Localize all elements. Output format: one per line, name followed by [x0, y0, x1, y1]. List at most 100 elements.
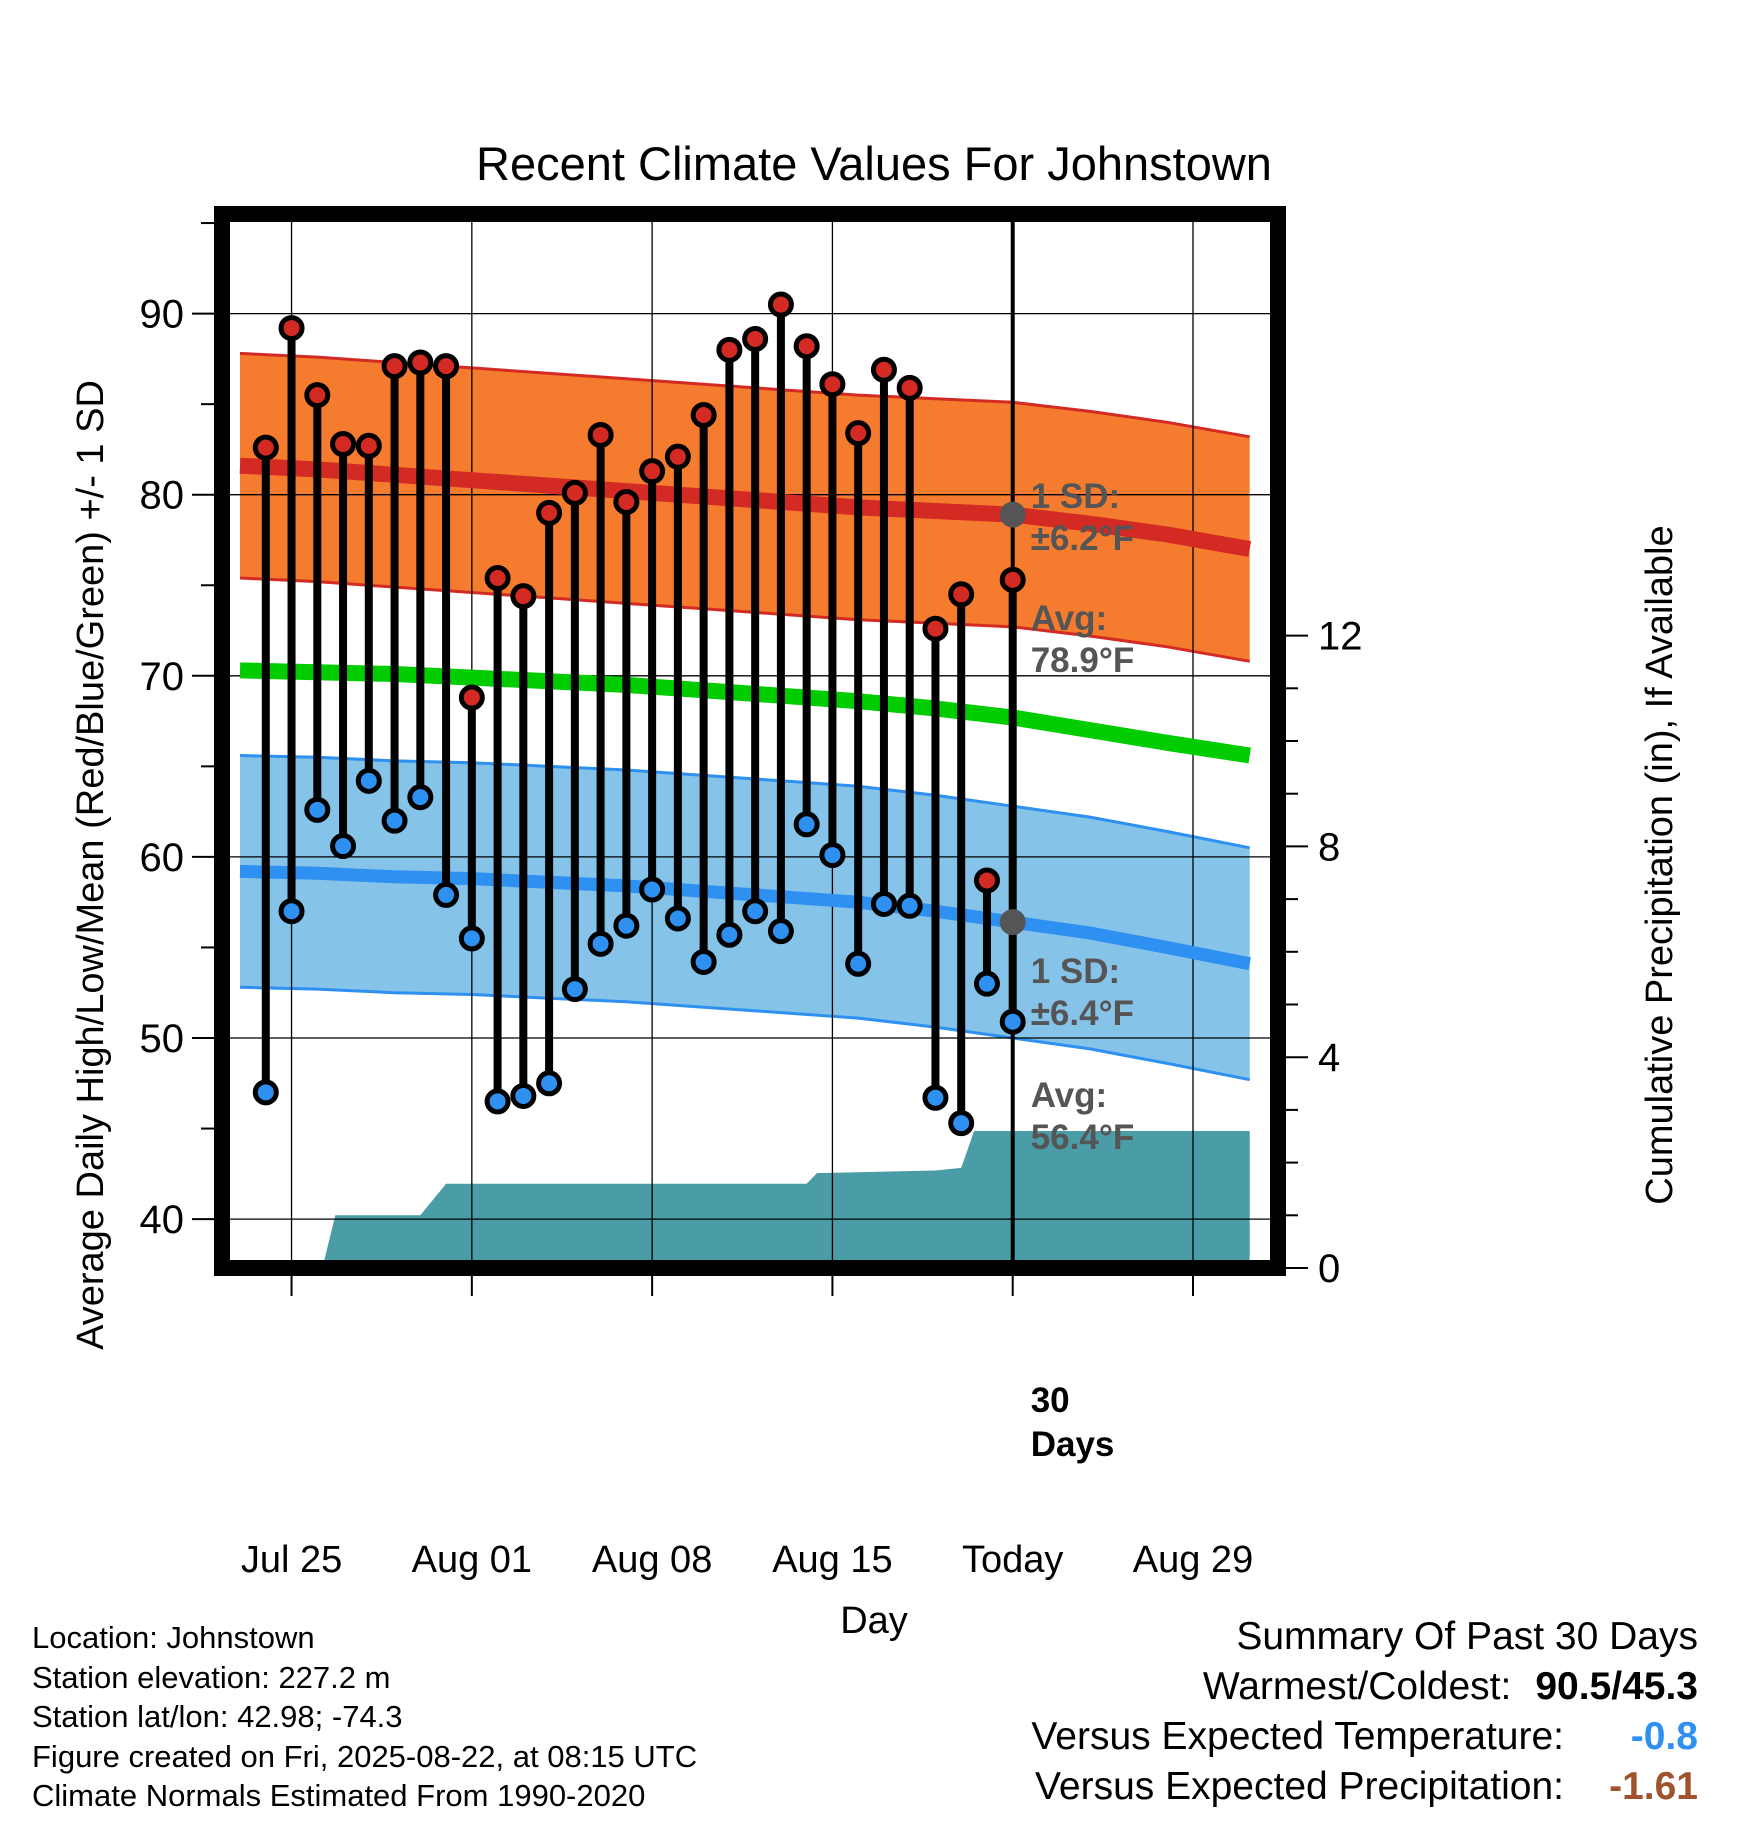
high-point-day-8 — [433, 353, 460, 380]
low-point-day-18 — [690, 948, 717, 975]
low-point-day-1 — [252, 1079, 279, 1106]
low-point-day-14 — [587, 930, 614, 957]
low-point-day-6 — [381, 807, 408, 834]
high-point-day-15 — [613, 488, 640, 515]
daily-markers — [252, 291, 1026, 1137]
precip-label: Versus Expected Precipitation: — [1035, 1765, 1564, 1808]
low-sd-annotation-line1: 1 SD: — [1031, 952, 1120, 991]
low-sd-annotation-line2: ±6.4°F — [1031, 994, 1134, 1033]
x-tick-label-30: Today — [962, 1539, 1063, 1581]
mean-avg-line — [239, 662, 1251, 764]
low-point-day-20 — [742, 898, 769, 925]
low-point-day-27 — [922, 1084, 949, 1111]
low-point-day-10 — [484, 1088, 511, 1115]
y-tick-label-40: 40 — [140, 1198, 185, 1242]
plot-frame — [214, 206, 1286, 1276]
low-point-day-4 — [330, 833, 357, 860]
low-point-day-2 — [278, 898, 305, 925]
chart-title: Recent Climate Values For Johnstown — [476, 137, 1272, 190]
precipitation-area — [322, 1131, 1250, 1268]
summary-temp: Versus Expected Temperature: -0.8 — [1031, 1712, 1698, 1762]
high-point-day-6 — [381, 353, 408, 380]
high-point-day-3 — [304, 382, 331, 409]
high-point-day-12 — [536, 499, 563, 526]
station-info: Location: Johnstown Station elevation: 2… — [32, 1618, 697, 1816]
low-point-day-9 — [458, 925, 485, 952]
high-point-day-17 — [664, 443, 691, 470]
low-point-day-12 — [536, 1070, 563, 1097]
axes: 40 50 60 70 80 90 0 4 8 12 Jul 25 Aug 01 Aug 08 Aug 1… — [140, 222, 1363, 1581]
high-point-day-30 — [999, 566, 1026, 593]
high-sd-annotation-line1: 1 SD: — [1031, 477, 1120, 516]
precip-area — [322, 1131, 1250, 1268]
x-tick-label-9: Aug 01 — [412, 1539, 532, 1581]
x-axis-label: Day — [840, 1600, 908, 1642]
low-point-day-23 — [819, 842, 846, 869]
high-point-day-4 — [330, 430, 357, 457]
daily-stems — [261, 304, 1017, 1124]
low-point-day-28 — [948, 1110, 975, 1137]
high-sd-band-lower-edge — [239, 576, 1250, 663]
info-location: Location: Johnstown — [32, 1620, 315, 1655]
temp-label: Versus Expected Temperature: — [1031, 1715, 1564, 1758]
high-point-day-16 — [639, 458, 666, 485]
x-tick-label-23: Aug 15 — [772, 1539, 892, 1581]
today-low-normal-marker — [999, 909, 1026, 936]
plot-border — [214, 206, 1286, 1276]
low-avg-line — [239, 864, 1251, 971]
high-point-day-27 — [922, 615, 949, 642]
low-point-day-5 — [355, 767, 382, 794]
warm-cold-value: 90.5/45.3 — [1535, 1665, 1698, 1708]
y-tick-label-60: 60 — [140, 836, 185, 880]
high-point-day-21 — [767, 291, 794, 318]
high-point-day-19 — [716, 336, 743, 363]
high-avg-annotation-line2: 78.9°F — [1031, 641, 1135, 680]
y2-tick-label-12: 12 — [1318, 615, 1363, 659]
low-avg-annotation-line1: Avg: — [1031, 1076, 1107, 1115]
high-point-day-7 — [407, 349, 434, 376]
high-point-day-18 — [690, 402, 717, 429]
low-point-day-16 — [639, 876, 666, 903]
y2-tick-label-0: 0 — [1318, 1247, 1340, 1291]
info-latlon: Station lat/lon: 42.98; -74.3 — [32, 1699, 403, 1734]
low-avg-annotation-line2: 56.4°F — [1031, 1118, 1135, 1157]
low-point-day-8 — [433, 881, 460, 908]
low-point-day-22 — [793, 811, 820, 838]
high-sd-annotation-line2: ±6.2°F — [1031, 519, 1134, 558]
high-point-day-14 — [587, 421, 614, 448]
low-point-day-19 — [716, 921, 743, 948]
high-point-day-5 — [355, 432, 382, 459]
summary-panel: Summary Of Past 30 Days Warmest/Coldest:… — [1031, 1612, 1698, 1812]
x-tick-label-16: Aug 08 — [592, 1539, 712, 1581]
low-sd-band-lower-edge — [239, 985, 1250, 1082]
info-created: Figure created on Fri, 2025-08-22, at 08… — [32, 1738, 698, 1774]
low-point-day-13 — [561, 976, 588, 1003]
high-point-day-1 — [252, 434, 279, 461]
high-point-day-28 — [948, 581, 975, 608]
precip-days-annotation-line1: 30 — [1031, 1381, 1070, 1420]
high-point-day-11 — [510, 583, 537, 610]
summary-warm-cold: Warmest/Coldest: 90.5/45.3 — [1031, 1662, 1698, 1712]
high-point-day-20 — [742, 325, 769, 352]
precip-value: -1.61 — [1609, 1765, 1698, 1808]
today-high-normal-marker — [999, 501, 1026, 528]
low-point-day-30 — [999, 1008, 1026, 1035]
high-avg-line — [239, 457, 1252, 557]
high-point-day-22 — [793, 333, 820, 360]
high-point-day-23 — [819, 371, 846, 398]
high-avg-annotation-line1: Avg: — [1031, 599, 1107, 638]
y2-tick-label-8: 8 — [1318, 825, 1340, 869]
y-tick-label-90: 90 — [140, 293, 185, 337]
low-point-day-11 — [510, 1082, 537, 1109]
high-point-day-29 — [973, 867, 1000, 894]
low-point-day-25 — [870, 890, 897, 917]
high-point-day-9 — [458, 684, 485, 711]
low-point-day-3 — [304, 796, 331, 823]
y2-axis-label: Cumulative Precipitation (in), If Availa… — [1639, 525, 1681, 1204]
low-point-day-7 — [407, 784, 434, 811]
low-point-day-15 — [613, 912, 640, 939]
summary-precip: Versus Expected Precipitation: -1.61 — [1031, 1762, 1698, 1812]
low-point-day-17 — [664, 905, 691, 932]
